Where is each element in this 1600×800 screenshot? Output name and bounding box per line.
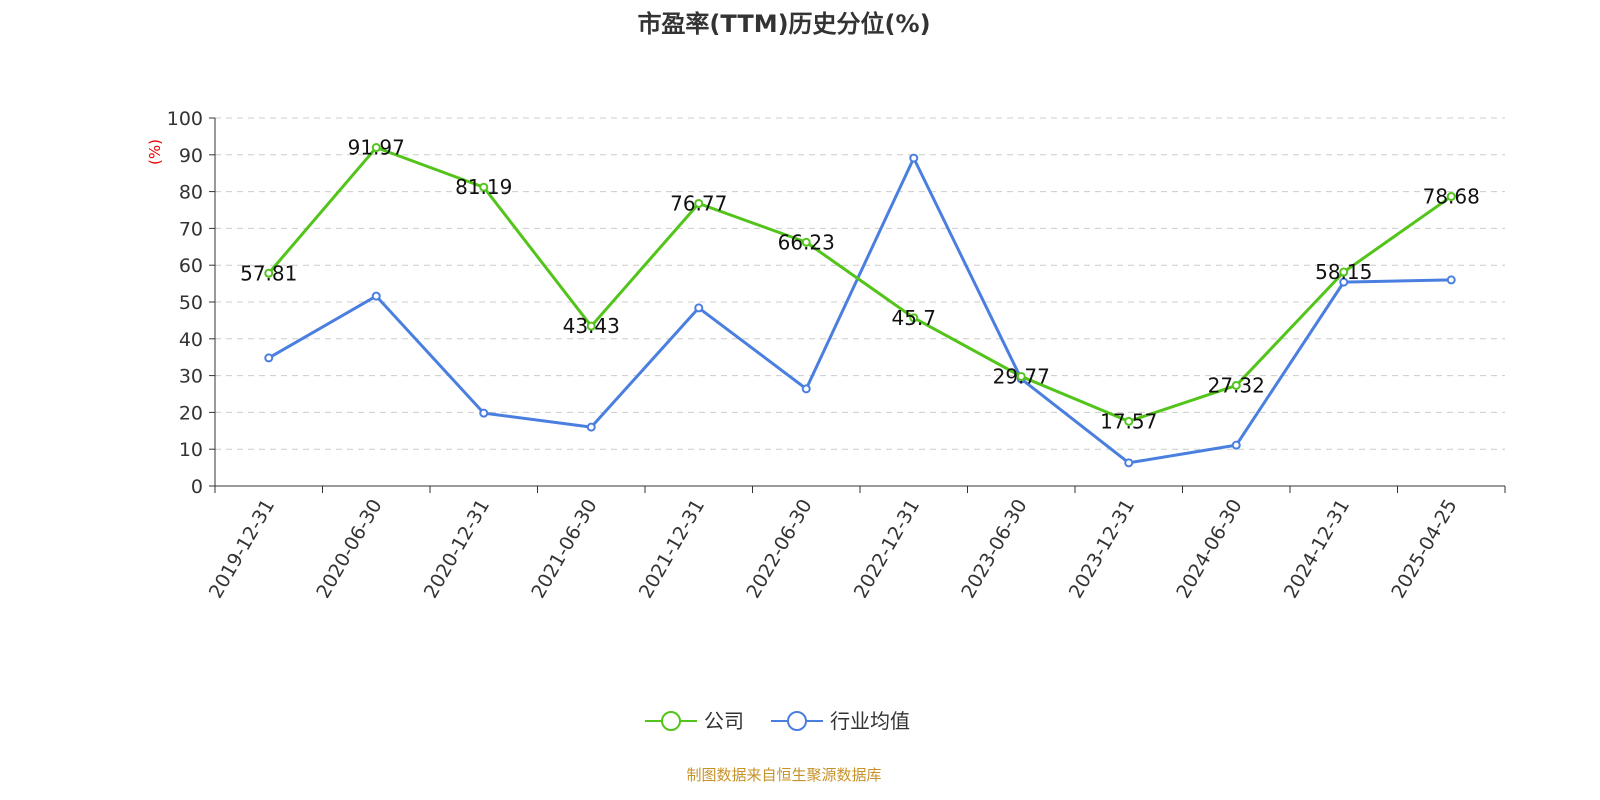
data-point-industry-average: [586, 422, 596, 432]
legend-industry-label: 行业均值: [830, 709, 910, 733]
data-point-company: [1124, 416, 1134, 426]
legend-item-industry-average[interactable]: 行业均值: [771, 709, 910, 733]
data-point-industry-average: [909, 153, 919, 163]
data-point-industry-average: [1446, 275, 1456, 285]
legend-company-circle-icon: [661, 711, 681, 731]
data-point-industry-average: [1124, 458, 1134, 468]
y-tick-label: 100: [167, 108, 203, 130]
data-point-company: [264, 268, 274, 278]
data-label-company: 27.32: [1208, 373, 1265, 397]
x-tick-label: 2024-06-30: [1172, 496, 1246, 603]
data-point-company: [1231, 380, 1241, 390]
y-tick-label: 80: [179, 182, 203, 204]
y-tick-label: 10: [179, 439, 203, 461]
x-tick-label: 2021-12-31: [635, 496, 709, 603]
x-tick-label: 2023-12-31: [1065, 496, 1139, 603]
data-label-company: 57.81: [240, 261, 297, 285]
legend: 公司 行业均值: [645, 709, 910, 733]
x-tick-label: 2025-04-25: [1387, 496, 1461, 603]
series-line-company: [267, 146, 1453, 423]
data-label-company: 81.19: [455, 175, 512, 199]
y-tick-label: 40: [179, 329, 203, 351]
legend-company-label: 公司: [704, 709, 744, 733]
x-tick-label: 2019-12-31: [205, 496, 279, 603]
x-tick-label: 2022-06-30: [742, 496, 816, 603]
y-tick-label: 70: [179, 218, 203, 240]
x-tick-label: 2020-06-30: [312, 496, 386, 603]
y-tick-label: 20: [179, 402, 203, 424]
legend-industry-circle-icon: [787, 711, 807, 731]
data-point-industry-average: [264, 353, 274, 363]
y-tick-label: 90: [179, 145, 203, 167]
data-point-industry-average: [801, 384, 811, 394]
x-tick-label: 2021-06-30: [527, 496, 601, 603]
data-point-industry-average: [694, 303, 704, 313]
data-point-company: [479, 182, 489, 192]
legend-item-company[interactable]: 公司: [645, 709, 744, 733]
data-label-company: 76.77: [670, 191, 727, 215]
data-label-company: 78.68: [1423, 184, 1480, 208]
data-point-industry-average: [1231, 440, 1241, 450]
series-line-industry-average: [268, 156, 1452, 465]
data-point-industry-average: [479, 408, 489, 418]
y-axis-label: (%): [146, 139, 164, 165]
y-tick-label: 60: [179, 255, 203, 277]
data-point-company: [801, 237, 811, 247]
data-point-company: [1016, 371, 1026, 381]
data-label-company: 29.77: [993, 364, 1050, 388]
data-point-industry-average: [1339, 277, 1349, 287]
data-point-company: [1446, 191, 1456, 201]
chart-title: 市盈率(TTM)历史分位(%): [637, 10, 930, 38]
data-point-company: [694, 198, 704, 208]
data-point-company: [1339, 267, 1349, 277]
data-point-company: [371, 143, 381, 153]
x-tick-label: 2024-12-31: [1280, 496, 1354, 603]
data-source-note: 制图数据来自恒生聚源数据库: [686, 766, 881, 784]
data-label-company: 45.7: [891, 306, 936, 330]
data-point-company: [586, 321, 596, 331]
y-tick-label: 0: [191, 476, 203, 498]
data-label-company: 17.57: [1100, 409, 1157, 433]
y-tick-label: 50: [179, 292, 203, 314]
data-label-company: 66.23: [778, 230, 835, 254]
data-label-company: 58.15: [1315, 260, 1372, 284]
y-tick-label: 30: [179, 366, 203, 388]
data-label-company: 43.43: [563, 314, 620, 338]
x-tick-label: 2023-06-30: [957, 496, 1031, 603]
data-point-industry-average: [371, 291, 381, 301]
data-label-company: 91.97: [348, 136, 405, 160]
x-tick-label: 2022-12-31: [850, 496, 924, 603]
x-tick-label: 2020-12-31: [420, 496, 494, 603]
data-point-company: [909, 313, 919, 323]
